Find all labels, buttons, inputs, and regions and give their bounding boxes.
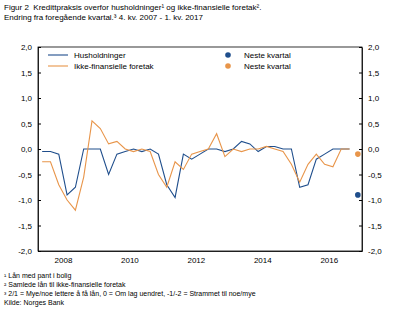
tick: 1,0 bbox=[359, 94, 380, 103]
chart: Figur 2 Kredittpraksis overfor husholdni… bbox=[0, 0, 415, 318]
tick-label: 1,5 bbox=[368, 69, 380, 78]
axis-line bbox=[39, 251, 363, 252]
tick-label: -2,0 bbox=[18, 247, 32, 256]
legend-item: Husholdninger bbox=[48, 51, 126, 60]
footnote: Kilde: Norges Bank bbox=[4, 299, 64, 307]
axis-line bbox=[362, 48, 363, 252]
tick: 1,5 bbox=[21, 69, 41, 78]
tick: 2012 bbox=[187, 251, 205, 265]
tick: -2,0 bbox=[18, 247, 41, 256]
tick-mark bbox=[359, 98, 362, 99]
legend-label: Ikke-finansielle foretak bbox=[74, 62, 155, 71]
legend-label: Neste kvartal bbox=[244, 51, 291, 60]
tick: -2,0 bbox=[359, 247, 382, 256]
tick-mark bbox=[38, 124, 41, 125]
tick-label: 2010 bbox=[121, 256, 139, 265]
tick-mark bbox=[359, 149, 362, 150]
legend-item: Ikke-finansielle foretak bbox=[48, 62, 155, 71]
tick: 2016 bbox=[320, 251, 338, 265]
tick: 0,0 bbox=[21, 145, 41, 154]
y-axis: 2,0 1,5 1,0 0,5 0,0 -0,5 -1,0 -1,5 -2,0 bbox=[18, 43, 41, 256]
legend-item: Neste kvartal bbox=[225, 51, 291, 60]
tick-mark bbox=[38, 149, 41, 150]
footnote: ³ 2/1 = Mye/noe lettere å få lån, 0 = Om… bbox=[4, 290, 256, 298]
next-quarter-point bbox=[355, 151, 361, 157]
tick-label: 2008 bbox=[55, 256, 73, 265]
tick: -0,5 bbox=[359, 171, 382, 180]
legend: Husholdninger Ikke-finansielle foretak Nes… bbox=[48, 51, 291, 71]
y2-axis: 2,0 1,5 1,0 0,5 0,0 -0,5 -1,0 -1,5 -2,0 bbox=[359, 43, 382, 256]
legend-swatch bbox=[48, 54, 68, 55]
tick-label: 0,0 bbox=[21, 145, 33, 154]
tick-mark bbox=[359, 73, 362, 74]
tick: 2010 bbox=[121, 251, 139, 265]
tick-mark bbox=[38, 47, 41, 48]
tick-mark bbox=[359, 226, 362, 227]
tick: 0,5 bbox=[359, 120, 380, 129]
tick-mark bbox=[359, 200, 362, 201]
subtitle: Endring fra foregående kvartal.³ 4. kv. … bbox=[4, 13, 203, 22]
tick-label: 2,0 bbox=[368, 43, 380, 52]
tick-mark bbox=[359, 124, 362, 125]
legend-swatch bbox=[225, 52, 231, 58]
footnote: ¹ Lån med pant i bolig bbox=[4, 272, 71, 280]
tick: -0,5 bbox=[18, 171, 41, 180]
tick-mark bbox=[38, 73, 41, 74]
tick-label: 1,0 bbox=[21, 94, 33, 103]
x-axis: 2008 2010 2012 2014 2016 bbox=[39, 251, 363, 265]
tick-mark bbox=[38, 226, 41, 227]
tick-label: 2014 bbox=[254, 256, 272, 265]
legend-label: Husholdninger bbox=[74, 51, 126, 60]
tick: -1,0 bbox=[359, 196, 382, 205]
tick-label: 0,5 bbox=[21, 120, 33, 129]
tick: -1,0 bbox=[18, 196, 41, 205]
legend-item: Neste kvartal bbox=[225, 62, 291, 71]
tick: -1,5 bbox=[359, 222, 382, 231]
tick: 2014 bbox=[254, 251, 272, 265]
tick: 2008 bbox=[55, 251, 73, 265]
plot-frame bbox=[38, 47, 362, 251]
legend-label: Neste kvartal bbox=[244, 62, 291, 71]
tick-mark bbox=[38, 175, 41, 176]
plot-area bbox=[42, 121, 360, 210]
tick-label: -0,5 bbox=[18, 171, 32, 180]
legend-swatch bbox=[48, 65, 68, 66]
tick-label: -1,0 bbox=[368, 196, 382, 205]
tick-label: 1,5 bbox=[21, 69, 33, 78]
tick-mark bbox=[359, 47, 362, 48]
tick-mark bbox=[38, 98, 41, 99]
tick: 2,0 bbox=[359, 43, 380, 52]
tick-label: -1,5 bbox=[368, 222, 382, 231]
tick-label: 0,0 bbox=[368, 145, 380, 154]
tick-label: 1,0 bbox=[368, 94, 380, 103]
tick: -1,5 bbox=[18, 222, 41, 231]
tick: 0,0 bbox=[359, 145, 380, 154]
tick-label: -0,5 bbox=[368, 171, 382, 180]
tick-label: 0,5 bbox=[368, 120, 380, 129]
tick-mark bbox=[359, 175, 362, 176]
legend-swatch bbox=[225, 63, 231, 69]
tick: 0,5 bbox=[21, 120, 41, 129]
tick-label: 2,0 bbox=[21, 43, 33, 52]
tick: 1,5 bbox=[359, 69, 380, 78]
next-quarter-point bbox=[355, 192, 361, 198]
tick: 1,0 bbox=[21, 94, 41, 103]
series-line bbox=[42, 121, 349, 210]
tick-label: 2012 bbox=[187, 256, 205, 265]
footnote: ² Samlede lån til ikke-finansielle foret… bbox=[4, 281, 126, 288]
tick-label: -2,0 bbox=[368, 247, 382, 256]
title: Figur 2 Kredittpraksis overfor husholdni… bbox=[4, 3, 261, 12]
tick: 2,0 bbox=[21, 43, 41, 52]
tick-label: 2016 bbox=[320, 256, 338, 265]
tick-label: -1,0 bbox=[18, 196, 32, 205]
tick-label: -1,5 bbox=[18, 222, 32, 231]
tick-mark bbox=[38, 200, 41, 201]
